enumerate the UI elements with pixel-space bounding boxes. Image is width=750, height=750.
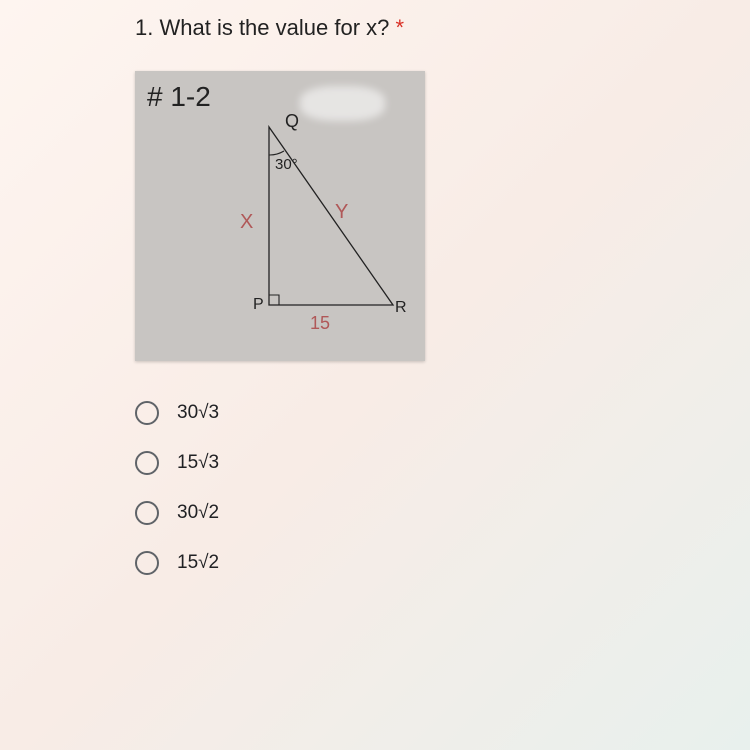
option-b[interactable]: 15√3 — [135, 451, 750, 475]
option-c[interactable]: 30√2 — [135, 501, 750, 525]
option-label: 30√3 — [177, 402, 219, 424]
radio-icon — [135, 401, 159, 425]
side-pr-label: 15 — [310, 313, 330, 334]
side-x-label: X — [240, 211, 253, 234]
photo-glare — [300, 86, 385, 121]
question-text: What is the value for x? — [159, 15, 389, 40]
side-y-label: Y — [335, 201, 348, 224]
figure-reference-number: # 1-2 — [147, 81, 211, 113]
radio-icon — [135, 501, 159, 525]
option-label: 30√2 — [177, 502, 219, 524]
angle-q-label: 30° — [275, 156, 298, 173]
option-d[interactable]: 15√2 — [135, 551, 750, 575]
question-number: 1. — [135, 15, 153, 40]
radio-icon — [135, 451, 159, 475]
required-asterisk: * — [396, 15, 405, 40]
vertex-q-label: Q — [285, 111, 299, 132]
vertex-p-label: P — [253, 296, 264, 314]
option-label: 15√2 — [177, 552, 219, 574]
option-a[interactable]: 30√3 — [135, 401, 750, 425]
option-label: 15√3 — [177, 452, 219, 474]
radio-icon — [135, 551, 159, 575]
figure-panel: # 1-2 Q 30° X Y P R 15 — [135, 71, 425, 361]
options-group: 30√3 15√3 30√2 15√2 — [135, 401, 750, 575]
triangle-diagram — [135, 71, 425, 361]
question-heading: 1. What is the value for x? * — [135, 15, 750, 41]
vertex-r-label: R — [395, 299, 407, 317]
